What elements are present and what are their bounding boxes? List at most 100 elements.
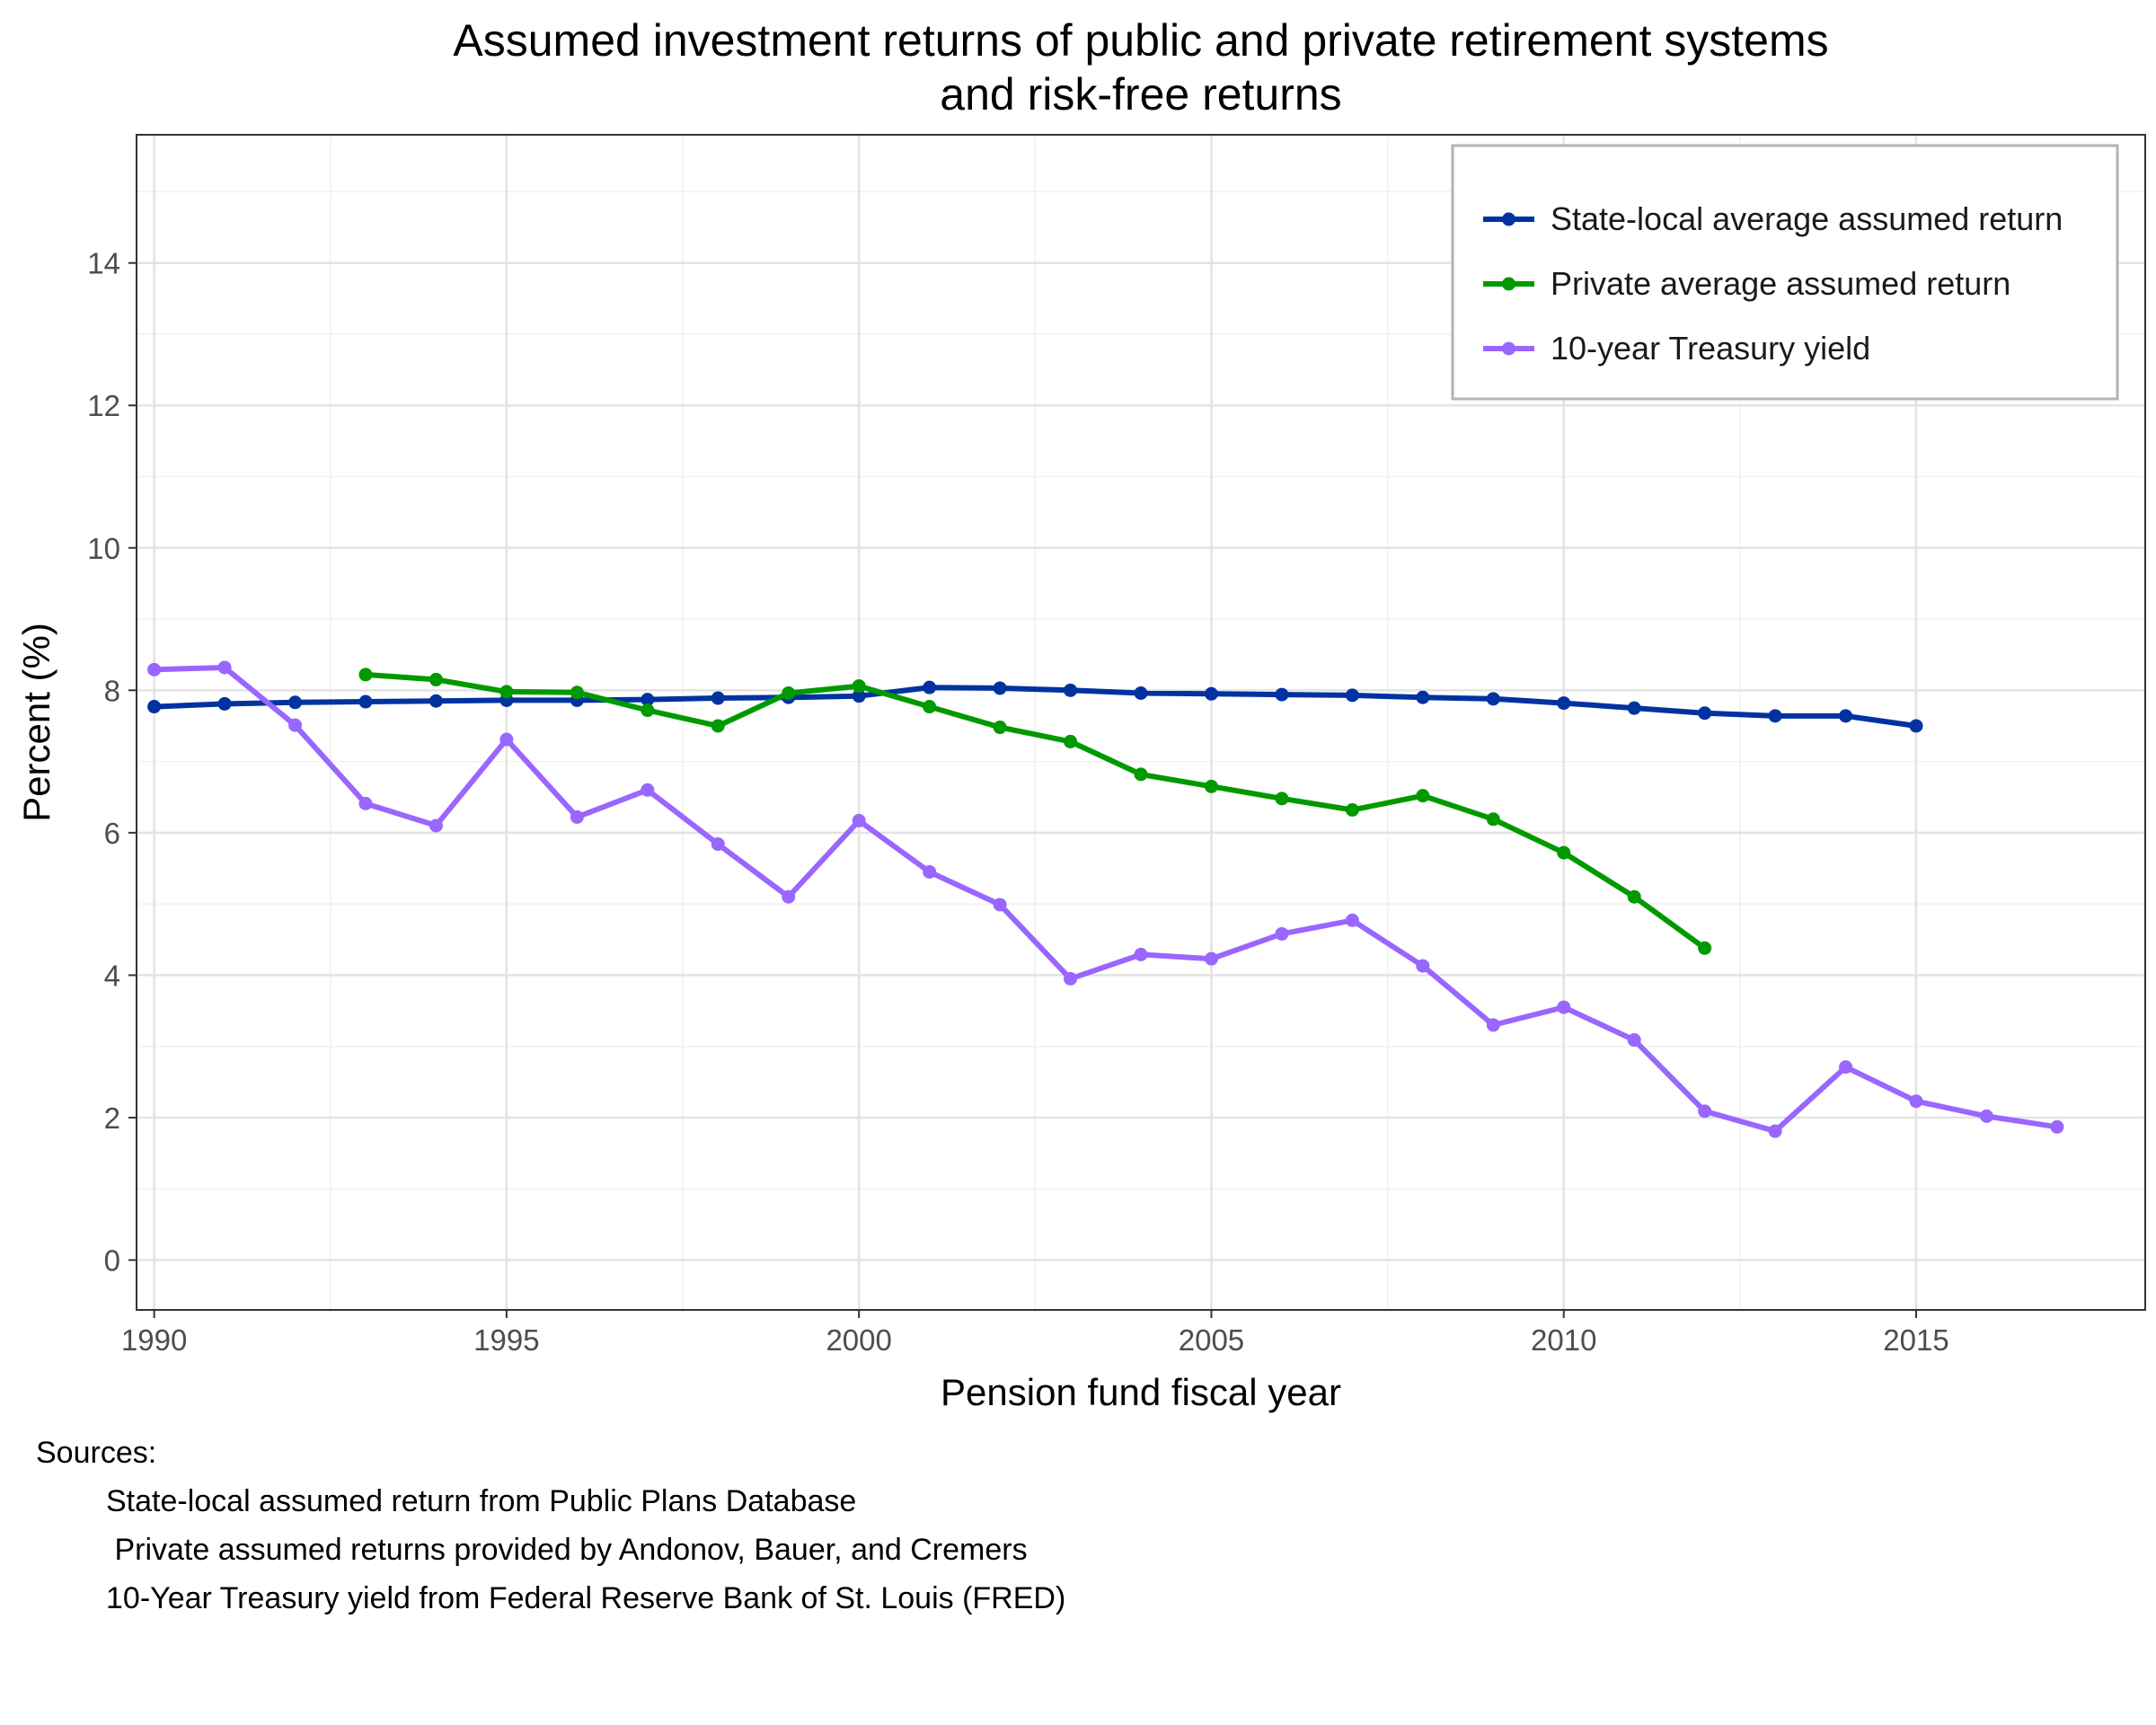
y-tick-label: 2 <box>104 1101 120 1135</box>
y-axis: 0 2 4 6 8 10 12 14 <box>87 247 137 1278</box>
data-point <box>993 681 1007 695</box>
y-tick-label: 6 <box>104 817 120 850</box>
legend: State-local average assumed return Privat… <box>1451 144 2119 401</box>
data-point <box>1204 779 1218 793</box>
data-point <box>499 685 514 699</box>
data-point <box>1064 971 1078 986</box>
data-point <box>1275 926 1289 941</box>
y-tick-label: 14 <box>87 247 120 280</box>
data-point <box>782 686 796 700</box>
data-point <box>1486 692 1500 706</box>
data-point <box>358 668 373 682</box>
data-point <box>499 732 514 747</box>
series <box>147 660 2064 1138</box>
data-point <box>1557 696 1571 711</box>
data-point <box>641 783 655 797</box>
y-tick-label: 12 <box>87 389 120 422</box>
data-point <box>923 680 937 694</box>
y-tick-label: 10 <box>87 532 120 565</box>
legend-key-point <box>1502 341 1515 356</box>
data-point <box>1416 690 1430 704</box>
data-point <box>429 694 443 708</box>
data-point <box>358 694 373 709</box>
data-point <box>1204 951 1218 966</box>
data-point <box>147 662 162 677</box>
data-point <box>429 672 443 686</box>
y-tick-label: 0 <box>104 1244 120 1278</box>
data-point <box>1134 767 1148 782</box>
chart-title-line-1: Assumed investment returns of public and… <box>453 15 1828 66</box>
series-line <box>151 665 2060 1134</box>
x-tick-label: 2015 <box>1883 1323 1948 1357</box>
data-point <box>1627 889 1641 904</box>
data-point <box>1275 792 1289 806</box>
data-point <box>711 837 725 852</box>
legend-box <box>1451 144 2119 401</box>
data-point <box>1275 687 1289 702</box>
data-point <box>1979 1109 1993 1123</box>
data-point <box>1345 803 1359 818</box>
legend-key-point <box>1502 277 1515 291</box>
data-point <box>570 809 584 824</box>
series-line <box>363 671 1708 951</box>
data-point <box>852 689 866 703</box>
data-point <box>1064 683 1078 697</box>
data-point <box>641 703 655 718</box>
data-point <box>1627 701 1641 715</box>
x-tick-label: 1995 <box>473 1323 539 1357</box>
data-point <box>1768 709 1782 723</box>
data-point <box>429 818 443 833</box>
data-point <box>1909 1094 1923 1109</box>
data-point <box>1909 719 1923 733</box>
data-point <box>993 898 1007 912</box>
y-axis-title: Percent (%) <box>15 623 57 822</box>
x-tick-label: 2005 <box>1179 1323 1244 1357</box>
series-group <box>147 660 2064 1138</box>
data-point <box>570 686 584 700</box>
data-point <box>288 695 303 710</box>
data-point <box>1698 706 1712 721</box>
data-point <box>1416 789 1430 803</box>
data-point <box>2050 1119 2064 1134</box>
sources-note: Sources: State-local assumed return from… <box>36 1429 1065 1623</box>
data-point <box>1486 812 1500 827</box>
data-point <box>1134 686 1148 700</box>
plot-panel-border <box>136 134 2146 1311</box>
data-point <box>711 691 725 705</box>
data-point <box>288 718 303 732</box>
y-tick-label: 8 <box>104 674 120 707</box>
sources-heading: Sources: <box>36 1436 157 1470</box>
chart-title: Assumed investment returns of public and… <box>453 15 1828 119</box>
source-line: Private assumed returns provided by Ando… <box>106 1533 1028 1567</box>
data-point <box>1204 686 1218 701</box>
series-group <box>147 680 1923 733</box>
x-axis-title: Pension fund fiscal year <box>941 1371 1341 1413</box>
data-point <box>1064 734 1078 748</box>
data-point <box>1627 1033 1641 1048</box>
data-point <box>852 679 866 694</box>
data-point <box>1416 959 1430 973</box>
data-point <box>1768 1124 1782 1138</box>
source-line: 10-Year Treasury yield from Federal Rese… <box>106 1581 1066 1615</box>
data-point <box>923 700 937 714</box>
legend-key-point <box>1502 212 1515 226</box>
data-point <box>711 719 725 733</box>
legend-label: 10-year Treasury yield <box>1551 330 1870 367</box>
data-point <box>1557 1000 1571 1014</box>
data-point <box>147 700 162 714</box>
series-group <box>358 668 1712 955</box>
data-point <box>358 796 373 810</box>
data-point <box>1345 913 1359 927</box>
data-point <box>993 721 1007 735</box>
data-point <box>1698 1104 1712 1119</box>
data-point <box>217 660 232 675</box>
data-point <box>1839 709 1853 723</box>
source-line: State-local assumed return from Public P… <box>106 1484 857 1518</box>
data-point <box>782 889 796 904</box>
data-point <box>1486 1018 1500 1032</box>
y-tick-label: 4 <box>104 959 120 992</box>
x-tick-label: 1990 <box>121 1323 187 1357</box>
legend-label: Private average assumed return <box>1551 265 2010 302</box>
data-point <box>217 696 232 711</box>
